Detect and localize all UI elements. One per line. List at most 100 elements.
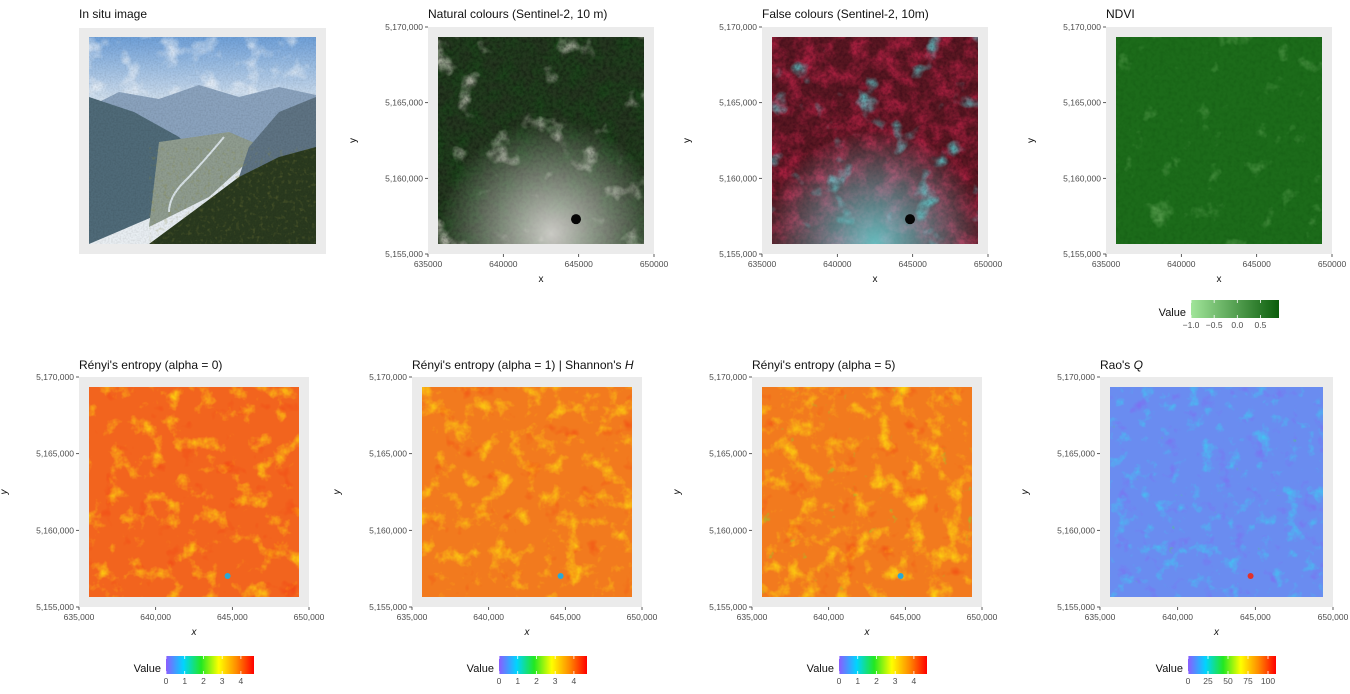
legend-tick-label: 2 [534, 676, 539, 686]
legend-tick-label: 1 [515, 676, 520, 686]
panel-title: Rao's Q [1100, 358, 1143, 372]
y-tick-label: 5,165,000 [1057, 449, 1095, 459]
x-tick-label: 645,000 [890, 612, 921, 622]
legend-tick-label: 4 [572, 676, 577, 686]
legend-tick-label: 0.5 [1255, 320, 1267, 330]
legend-tick-label: 0.0 [1231, 320, 1243, 330]
raster-renyi5 [762, 387, 972, 597]
y-tick-label: 5,155,000 [1057, 602, 1095, 612]
raster-texture [1110, 387, 1323, 597]
y-tick-label: 5,170,000 [719, 22, 757, 32]
y-tick-label: 5,160,000 [709, 525, 747, 535]
legend-tick-label: 0 [164, 676, 169, 686]
raster-ndvi [1116, 37, 1322, 244]
x-tick-label: 645000 [1242, 259, 1271, 269]
y-tick-label: 5,160,000 [369, 525, 407, 535]
panel-title: Natural colours (Sentinel-2, 10 m) [428, 7, 607, 21]
y-tick-label: 5,155,000 [719, 249, 757, 259]
legend-title: Value [1156, 663, 1183, 675]
legend-tick-label: 0 [497, 676, 502, 686]
x-tick-label: 635,000 [737, 612, 768, 622]
legend-tick-label: 2 [201, 676, 206, 686]
y-tick-label: 5,160,000 [36, 525, 74, 535]
panel-false: False colours (Sentinel-2, 10m) 635000 640… [682, 7, 1002, 285]
x-tick-label: 645,000 [550, 612, 581, 622]
y-tick-label: 5,155,000 [1063, 249, 1101, 259]
y-tick-label: 5,165,000 [709, 449, 747, 459]
y-axis-label: y [682, 138, 693, 143]
raster-natural [438, 37, 644, 244]
legend-tick-label: 4 [239, 676, 244, 686]
x-tick-label: 650,000 [294, 612, 325, 622]
x-tick-label: 635000 [414, 259, 443, 269]
legend-tick-label: 25 [1203, 676, 1213, 686]
snow-area [438, 37, 644, 244]
y-tick-label: 5,165,000 [36, 449, 74, 459]
legend-tick-label: −1.0 [1183, 320, 1200, 330]
x-tick-label: 650000 [640, 259, 669, 269]
y-tick-label: 5,165,000 [1063, 98, 1101, 108]
hotspot-marker [1247, 573, 1254, 579]
y-tick-label: 5,170,000 [1057, 372, 1095, 382]
legend-colorbar [499, 656, 587, 674]
lake-spot [905, 214, 916, 225]
y-tick-label: 5,160,000 [1063, 173, 1101, 183]
y-tick-label: 5,165,000 [369, 449, 407, 459]
raster-texture [89, 387, 299, 597]
y-tick-label: 5,170,000 [369, 372, 407, 382]
x-tick-label: 640,000 [140, 612, 171, 622]
y-tick-label: 5,160,000 [1057, 525, 1095, 535]
panel-insitu: In situ image [79, 7, 326, 254]
legend-colorbar [1188, 656, 1276, 674]
x-tick-label: 650000 [1318, 259, 1347, 269]
legend-tick-label: 1 [182, 676, 187, 686]
legend-colorbar [1191, 300, 1279, 318]
y-tick-label: 5,155,000 [369, 602, 407, 612]
raster-rao [1110, 387, 1323, 597]
legend-colorbar [166, 656, 254, 674]
panel-title: Rényi's entropy (alpha = 5) [752, 358, 895, 372]
raster-renyi0 [89, 387, 299, 597]
lake-spot [571, 214, 582, 225]
x-tick-label: 650,000 [1318, 612, 1349, 622]
x-tick-label: 635000 [1092, 259, 1121, 269]
legend-tick-label: 2 [874, 676, 879, 686]
y-tick-label: 5,170,000 [709, 372, 747, 382]
snow-area [772, 37, 978, 244]
x-tick-label: 640000 [489, 259, 518, 269]
lake-marker [224, 573, 231, 579]
panel-renyi5: Rényi's entropy (alpha = 5) 635,000 640,00… [672, 358, 998, 686]
legend-tick-label: 3 [893, 676, 898, 686]
y-axis-label: y [1026, 138, 1037, 143]
y-axis-label: y [348, 138, 359, 143]
legend-tick-label: 100 [1261, 676, 1275, 686]
x-tick-label: 635000 [748, 259, 777, 269]
legend-tick-label: 3 [553, 676, 558, 686]
raster-renyi1 [422, 387, 632, 597]
x-axis-label: x [191, 627, 198, 638]
x-axis-label: x [873, 274, 878, 285]
x-tick-label: 635,000 [397, 612, 428, 622]
panel-title: False colours (Sentinel-2, 10m) [762, 7, 929, 21]
raster-texture [762, 387, 972, 597]
legend-title: Value [1159, 307, 1186, 319]
x-tick-label: 645000 [898, 259, 927, 269]
y-tick-label: 5,160,000 [719, 173, 757, 183]
x-tick-label: 635,000 [1085, 612, 1116, 622]
y-tick-label: 5,170,000 [1063, 22, 1101, 32]
x-tick-label: 645,000 [1240, 612, 1271, 622]
y-axis-label: y [672, 489, 683, 496]
raster-texture [89, 37, 316, 244]
y-tick-label: 5,160,000 [385, 173, 423, 183]
x-tick-label: 640000 [823, 259, 852, 269]
legend-tick-label: −0.5 [1206, 320, 1223, 330]
raster-false [772, 37, 978, 244]
y-tick-label: 5,165,000 [719, 98, 757, 108]
legend-tick-label: 1 [855, 676, 860, 686]
lake-marker [897, 573, 904, 579]
legend-title: Value [134, 663, 161, 675]
y-tick-label: 5,170,000 [36, 372, 74, 382]
x-tick-label: 640000 [1167, 259, 1196, 269]
x-axis-label: x [1213, 627, 1220, 638]
